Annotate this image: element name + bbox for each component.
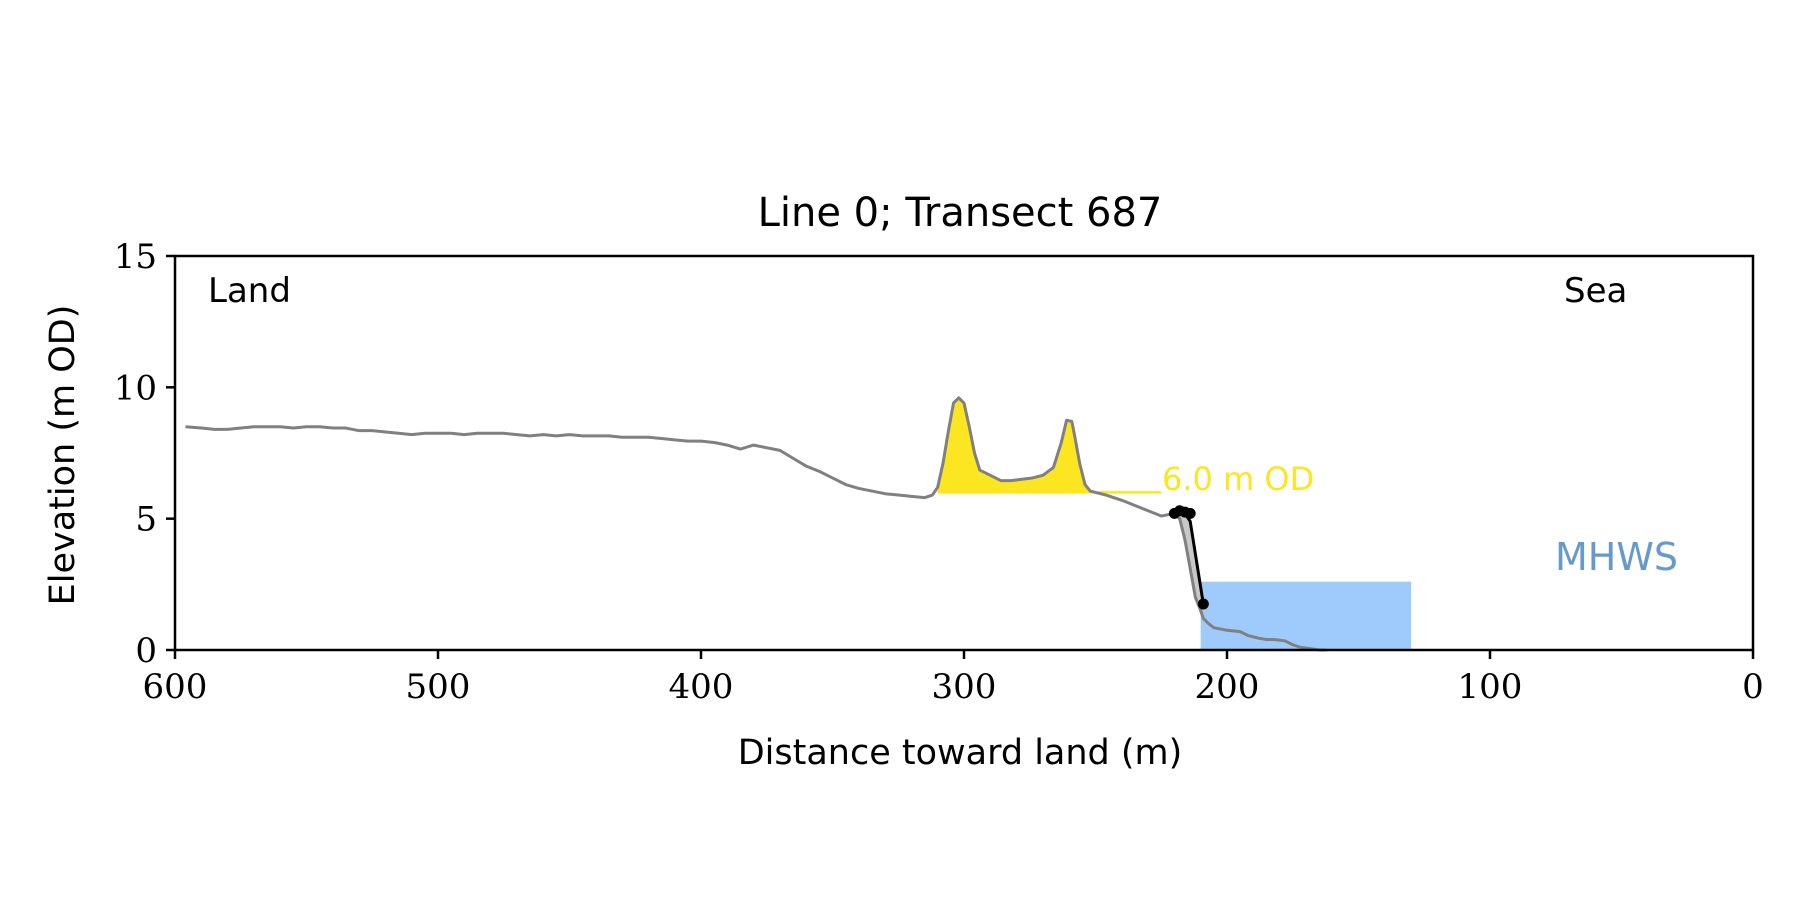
eroded-area-fill — [1174, 512, 1204, 619]
y-tick-label: 10 — [114, 368, 157, 408]
dune-volume-fill — [937, 397, 1107, 493]
fill-layer — [937, 397, 1412, 650]
y-axis-ticks: 0 5 10 15 — [114, 237, 175, 671]
x-tick-label: 100 — [1458, 667, 1523, 707]
x-tick-label: 200 — [1195, 667, 1260, 707]
eroded-point — [1197, 598, 1209, 610]
point-layer — [1168, 505, 1209, 610]
x-tick-label: 300 — [932, 667, 997, 707]
eroded-point — [1184, 507, 1196, 519]
y-tick-label: 5 — [135, 500, 157, 540]
profile-line — [185, 396, 1327, 652]
x-tick-label: 600 — [143, 667, 208, 707]
x-tick-label: 400 — [669, 667, 734, 707]
sea-label: Sea — [1564, 271, 1627, 311]
x-axis-ticks: 600 500 400 300 200 100 0 — [143, 650, 1764, 707]
y-axis-label: Elevation (m OD) — [43, 305, 83, 606]
x-axis-label: Distance toward land (m) — [738, 733, 1183, 773]
chart-title: Line 0; Transect 687 — [758, 190, 1163, 236]
y-tick-label: 0 — [135, 631, 157, 671]
x-tick-label: 500 — [406, 667, 471, 707]
y-tick-label: 15 — [114, 237, 157, 277]
land-label: Land — [208, 271, 291, 311]
threshold-label: 6.0 m OD — [1162, 460, 1314, 498]
x-tick-label: 0 — [1742, 667, 1764, 707]
mhws-band — [1200, 581, 1412, 650]
line-layer — [185, 396, 1327, 652]
mhws-label: MHWS — [1555, 535, 1678, 579]
